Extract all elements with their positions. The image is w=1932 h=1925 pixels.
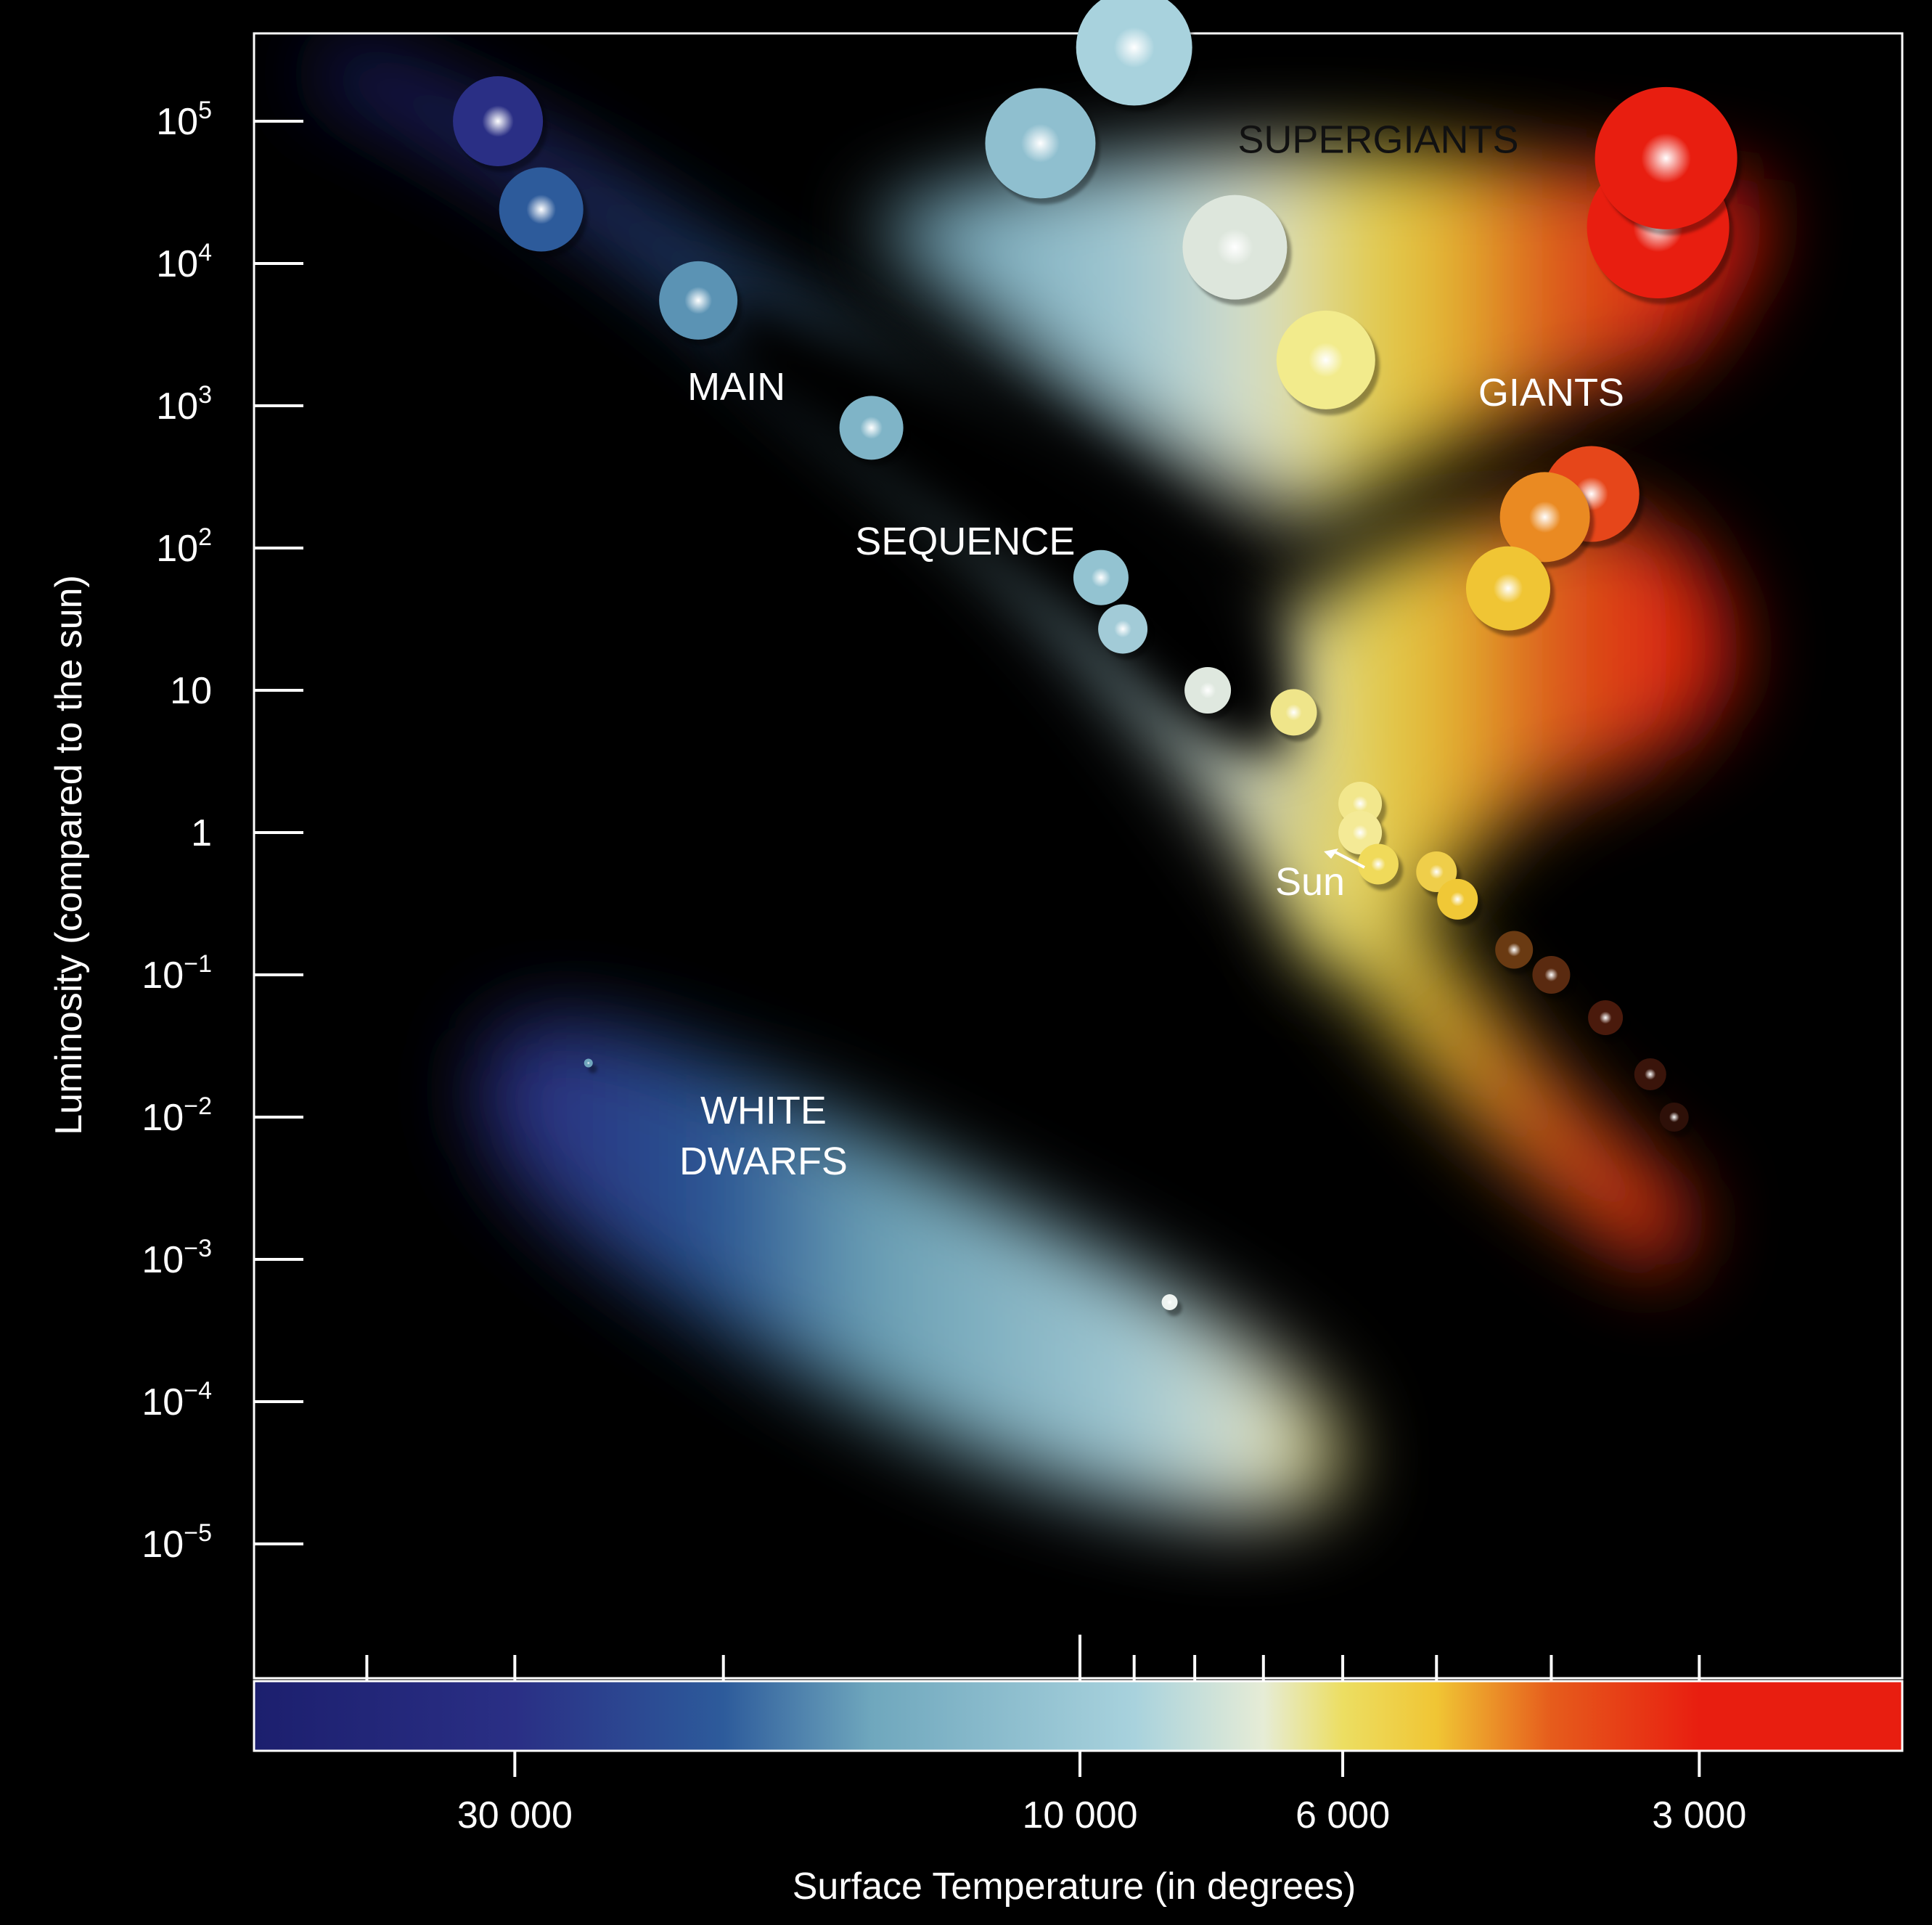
x-axis: 30 000 10 000 6 000 3 000 xyxy=(365,1635,1746,1836)
y-tick-label: 10−5 xyxy=(142,1519,212,1566)
y-tick-label: 1 xyxy=(191,812,212,854)
star-main-sequence xyxy=(1270,689,1317,736)
star-main-sequence xyxy=(1634,1058,1666,1090)
star-supergiants xyxy=(1276,310,1375,409)
y-tick-label: 103 xyxy=(156,381,212,428)
x-tick-label: 6 000 xyxy=(1295,1794,1390,1836)
region-label: SUPERGIANTS xyxy=(1237,118,1518,161)
stars xyxy=(453,0,1742,1317)
x-tick-label: 3 000 xyxy=(1652,1794,1746,1836)
star-supergiants xyxy=(1595,86,1737,229)
sun-arrow xyxy=(1333,850,1365,869)
star-main-sequence xyxy=(1338,811,1383,854)
y-tick-label: 10 xyxy=(170,670,212,712)
y-tick-label: 105 xyxy=(156,97,212,143)
y-tick-label: 10−1 xyxy=(142,950,212,997)
region-label: GIANTS xyxy=(1478,371,1624,414)
main-sequence-band xyxy=(305,44,1698,1278)
x-tick-label: 30 000 xyxy=(457,1794,573,1836)
y-tick-label: 106 xyxy=(156,0,212,1)
star-supergiants xyxy=(985,88,1096,199)
star-main-sequence xyxy=(1098,604,1148,654)
star-main-sequence xyxy=(1184,667,1232,714)
region-bands xyxy=(305,44,1763,1516)
star-main-sequence xyxy=(659,261,738,340)
y-tick-label: 10−3 xyxy=(142,1235,212,1281)
star-supergiants xyxy=(1076,0,1192,106)
sun-arrowhead xyxy=(1324,849,1339,859)
y-tick-label: 102 xyxy=(156,523,212,570)
star-main-sequence xyxy=(1532,956,1571,994)
star-supergiants xyxy=(1182,195,1288,300)
sun-label: Sun xyxy=(1275,860,1345,904)
temperature-colorbar xyxy=(253,1680,1904,1752)
region-label: SEQUENCE xyxy=(855,520,1075,563)
star-main-sequence xyxy=(1495,931,1534,969)
region-label: WHITE DWARFS xyxy=(679,1089,848,1183)
star-giants xyxy=(1499,472,1590,563)
star-main-sequence xyxy=(1659,1103,1689,1132)
y-axis-title: Luminosity (compared to the sun) xyxy=(48,575,90,1135)
y-tick-label: 104 xyxy=(156,239,212,285)
sun-annotation: Sun xyxy=(1275,849,1365,904)
x-tick-label: 10 000 xyxy=(1022,1794,1137,1836)
white-dwarf-band xyxy=(478,1020,1344,1516)
star-main-sequence xyxy=(1073,549,1129,605)
star-main-sequence xyxy=(453,76,544,166)
y-tick-label: 10−2 xyxy=(142,1092,212,1139)
y-axis: 10610510410310210110−110−210−310−410−5 xyxy=(142,0,303,1566)
star-main-sequence xyxy=(1416,851,1457,893)
star-main-sequence xyxy=(839,396,904,460)
star-main-sequence xyxy=(499,167,584,252)
x-axis-title: Surface Temperature (in degrees) xyxy=(793,1865,1356,1908)
star-white-dwarfs xyxy=(584,1058,593,1068)
star-white-dwarfs xyxy=(1161,1294,1178,1311)
region-labels: SUPERGIANTS GIANTS MAIN SEQUENCE WHITE DWARFS xyxy=(679,118,1624,1182)
region-label: MAIN xyxy=(687,365,785,409)
star-main-sequence xyxy=(1437,878,1478,920)
star-main-sequence xyxy=(1357,843,1399,885)
star-giants xyxy=(1465,546,1550,631)
y-tick-label: 10−4 xyxy=(142,1377,212,1423)
star-main-sequence xyxy=(1588,1000,1624,1036)
